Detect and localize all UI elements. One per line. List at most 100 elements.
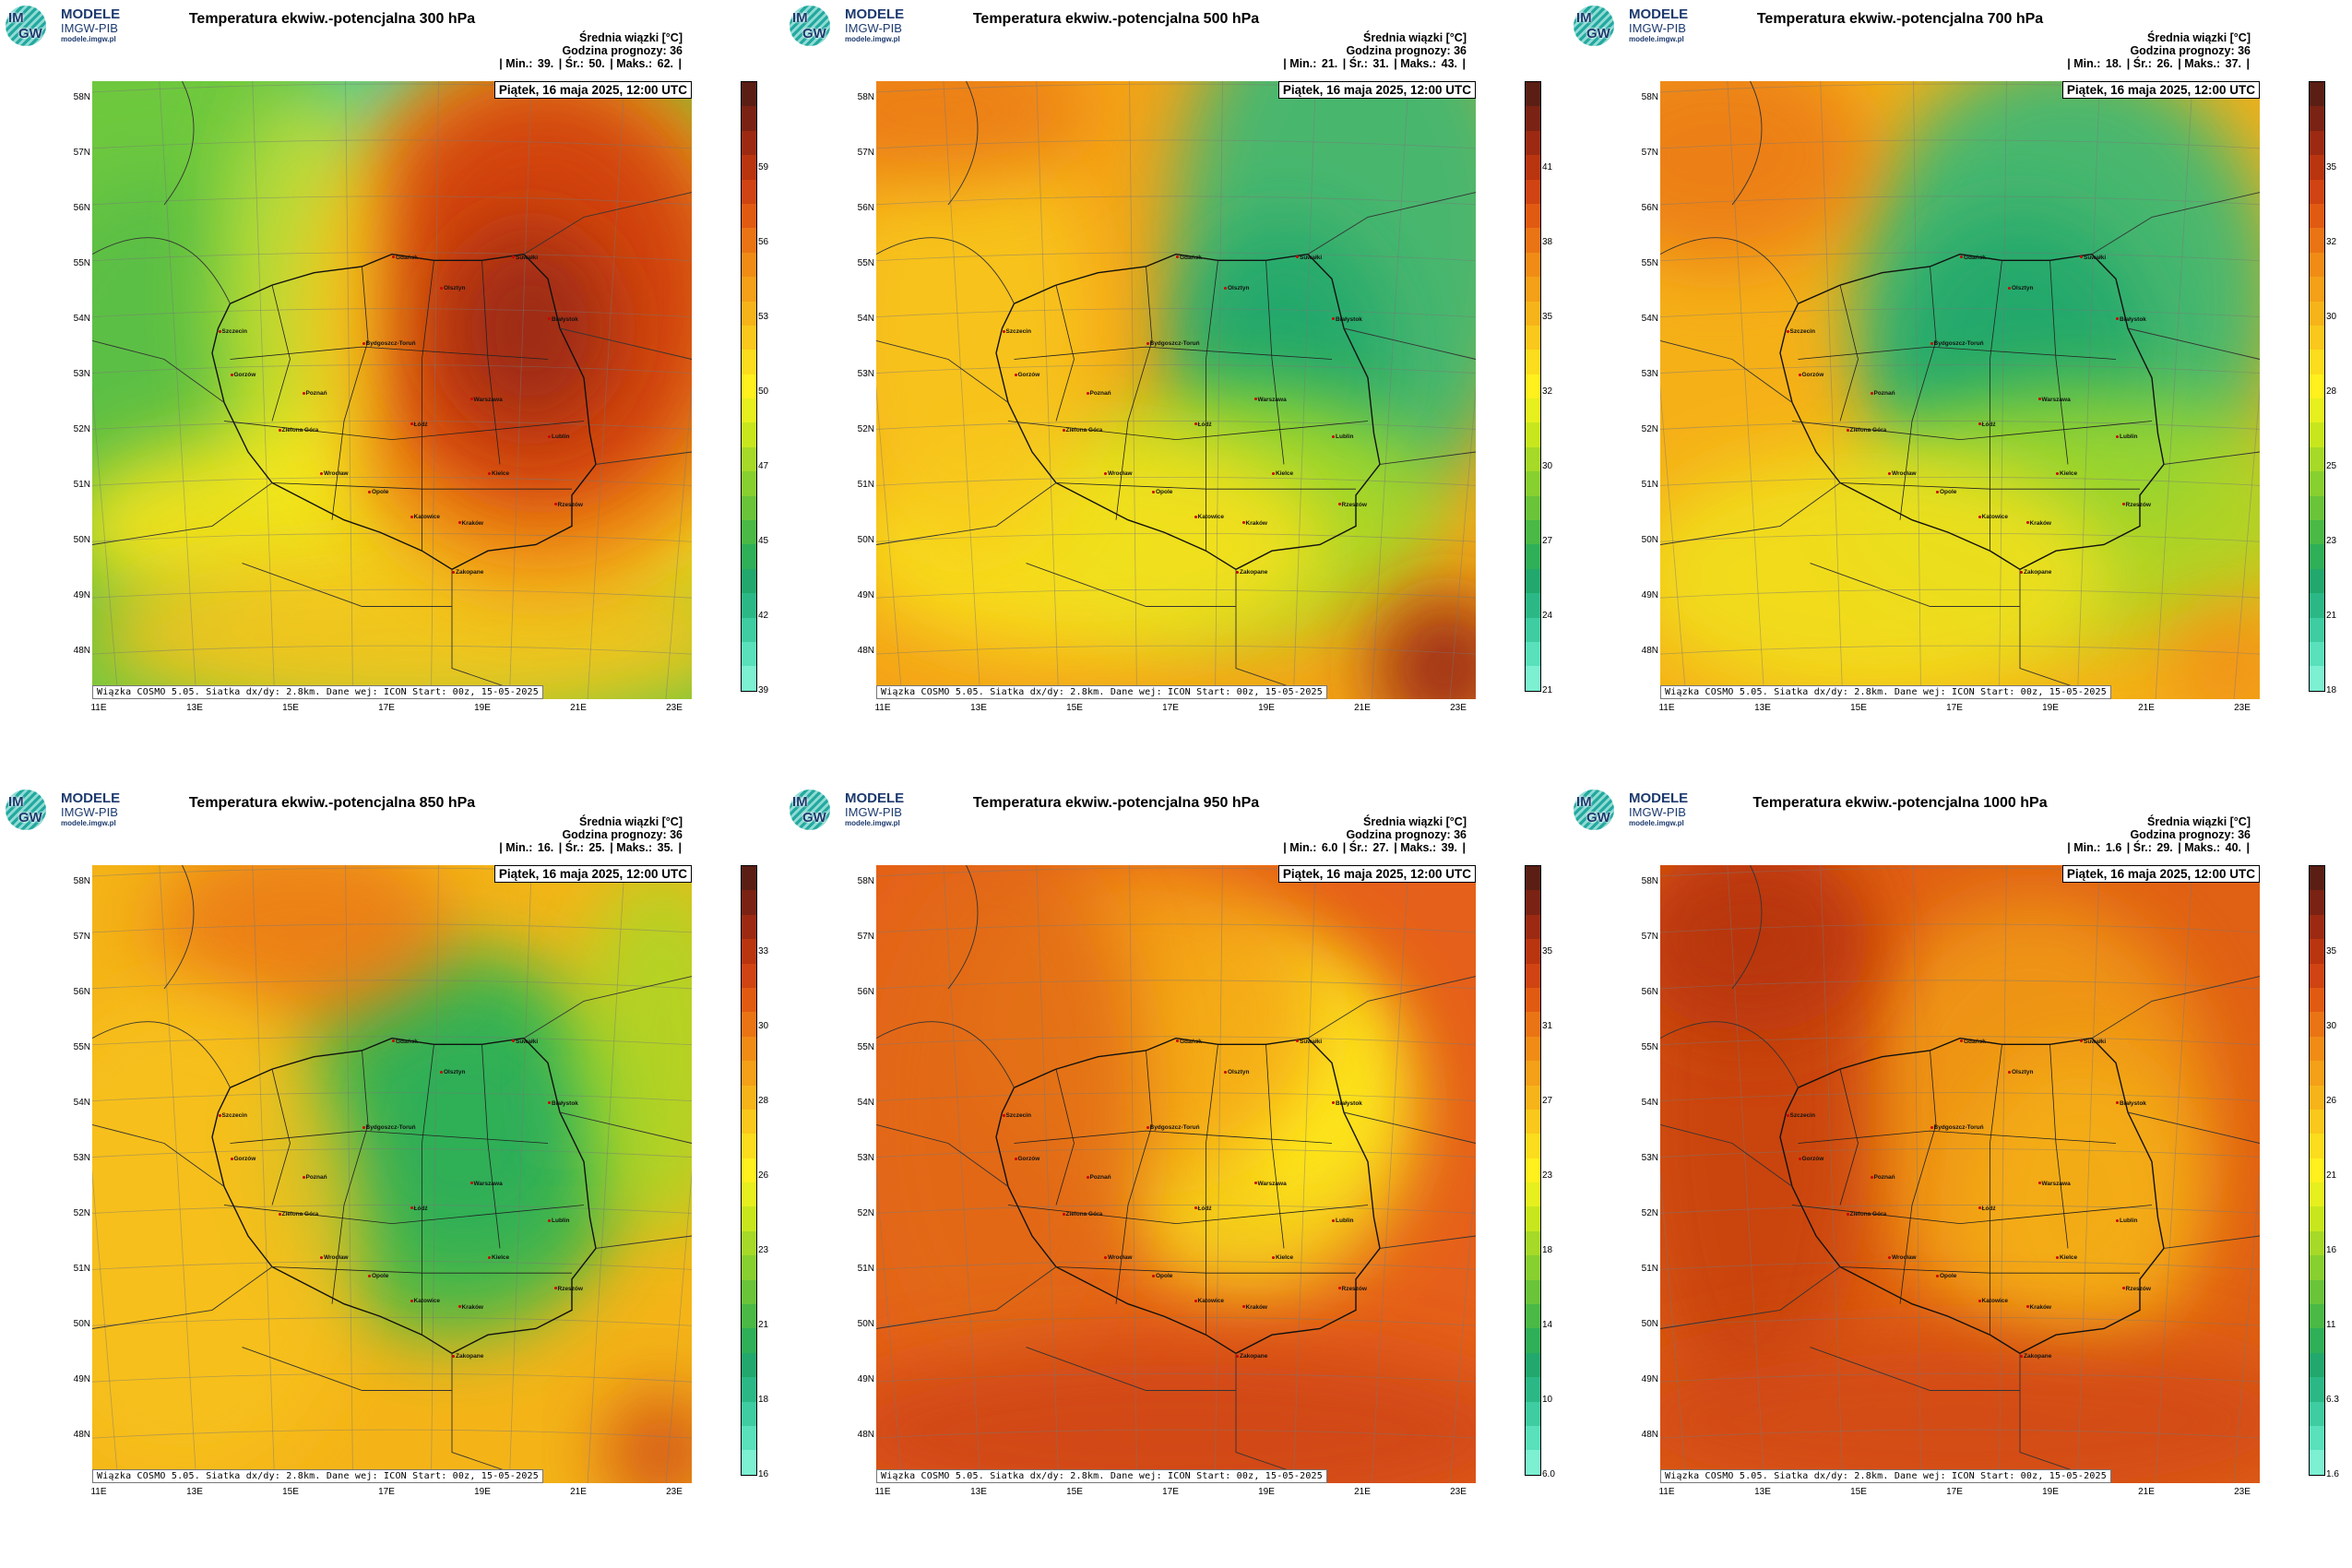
city-dot-icon bbox=[548, 434, 551, 438]
longitude-label: 11E bbox=[1658, 703, 1675, 713]
logo-text: MODELE IMGW-PIB modele.imgw.pl bbox=[1629, 7, 1688, 43]
forecast-hour: Godzina prognozy: 36 bbox=[562, 828, 683, 841]
colorbar-tick-label: 21 bbox=[2326, 611, 2337, 621]
logo-mark-bottom: GW bbox=[18, 26, 42, 42]
colorbar-segment bbox=[1526, 939, 1540, 964]
colorbar-segment bbox=[1526, 495, 1540, 521]
longitude-label: 15E bbox=[1850, 1487, 1867, 1497]
longitude-label: 23E bbox=[666, 703, 683, 713]
colorbar-segment bbox=[742, 252, 756, 278]
city-name: Poznań bbox=[1089, 1174, 1111, 1181]
colorbar-segment bbox=[1526, 914, 1540, 940]
min-label: | Min.: bbox=[499, 57, 533, 70]
longitude-label: 17E bbox=[1162, 1487, 1179, 1497]
colorbar-segment bbox=[742, 350, 756, 374]
colorbar-segment bbox=[742, 1061, 756, 1086]
forecast-date: Piątek, 16 maja 2025, 12:00 UTC bbox=[2061, 81, 2260, 99]
latitude-label: 53N bbox=[73, 1153, 90, 1163]
latitude-label: 54N bbox=[73, 314, 90, 324]
logo-line1: MODELE bbox=[61, 790, 121, 806]
longitude-label: 21E bbox=[570, 703, 587, 713]
logo-line2: IMGW-PIB bbox=[845, 21, 902, 35]
city-name: Zielona Góra bbox=[281, 427, 319, 434]
city-name: Warszawa bbox=[2041, 1180, 2071, 1187]
longitude-label: 19E bbox=[2042, 1487, 2059, 1497]
colorbar-tick-label: 11 bbox=[2326, 1320, 2336, 1330]
latitude-label: 51N bbox=[73, 480, 90, 490]
panel-title: Temperatura ekwiw.-potencjalna 700 hPa bbox=[1756, 11, 2044, 27]
latitude-label: 55N bbox=[857, 1042, 874, 1052]
longitude-label: 11E bbox=[874, 1487, 891, 1497]
colorbar-tick-label: 32 bbox=[1542, 386, 1553, 397]
colorbar-segment bbox=[742, 1230, 756, 1256]
city-dot-icon bbox=[1978, 515, 1981, 518]
city-dot-icon bbox=[1296, 255, 1299, 259]
city-name: Gdańsk bbox=[1964, 1038, 1986, 1045]
colorbar bbox=[741, 865, 757, 1476]
stats-box: Średnia wiązki [°C] Godzina prognozy: 36… bbox=[2066, 815, 2251, 854]
colorbar-segment bbox=[742, 495, 756, 521]
colorbar-tick-label: 56 bbox=[758, 237, 769, 247]
city-label: Zielona Góra bbox=[1846, 1211, 1886, 1218]
min-label: | Min.: bbox=[1283, 841, 1317, 854]
city-label: Zakopane bbox=[452, 1353, 483, 1360]
latitude-label: 53N bbox=[857, 369, 874, 379]
city-label: Kraków bbox=[457, 1304, 483, 1311]
city-dot-icon bbox=[392, 255, 395, 259]
model-info: Wiązka COSMO 5.05. Siatka dx/dy: 2.8km. … bbox=[876, 1469, 1327, 1483]
longitude-label: 17E bbox=[378, 703, 395, 713]
colorbar-segment bbox=[2310, 1279, 2324, 1305]
colorbar-segment bbox=[1526, 1304, 1540, 1329]
latitude-label: 55N bbox=[73, 258, 90, 268]
city-dot-icon bbox=[1253, 398, 1257, 401]
colorbar-segment bbox=[2310, 1230, 2324, 1256]
colorbar-segment bbox=[742, 1401, 756, 1426]
logo-line3: modele.imgw.pl bbox=[61, 35, 116, 43]
city-name: Rzeszów bbox=[2125, 1285, 2151, 1292]
city-label: Kielce bbox=[2056, 1254, 2077, 1261]
colorbar-segment bbox=[2310, 890, 2324, 915]
longitude-label: 23E bbox=[1450, 703, 1467, 713]
city-name: Poznań bbox=[1089, 390, 1111, 397]
colorbar-segment bbox=[2310, 593, 2324, 618]
city-label: Łódź bbox=[1978, 1206, 1996, 1212]
city-name: Białystok bbox=[552, 1099, 578, 1107]
latitude-label: 48N bbox=[857, 646, 874, 656]
city-label: Wrocław bbox=[1104, 1254, 1133, 1261]
mean-value: 50. bbox=[588, 57, 605, 70]
latitude-label: 56N bbox=[73, 203, 90, 213]
city-dot-icon bbox=[1062, 428, 1065, 432]
city-dot-icon bbox=[392, 1039, 395, 1043]
city-name: Białystok bbox=[1336, 315, 1362, 323]
city-dot-icon bbox=[1786, 1113, 1789, 1117]
city-dot-icon bbox=[1846, 428, 1849, 432]
city-dot-icon bbox=[1104, 1255, 1107, 1259]
logo-mark-bottom: GW bbox=[1586, 26, 1610, 42]
logo-line2: IMGW-PIB bbox=[61, 805, 118, 819]
city-name: Opole bbox=[1156, 1273, 1173, 1280]
city-label: Rzeszów bbox=[2121, 1285, 2151, 1292]
city-dot-icon bbox=[218, 329, 221, 333]
colorbar-segment bbox=[1526, 617, 1540, 642]
imgw-logo-mark bbox=[6, 6, 46, 46]
city-name: Kraków bbox=[2029, 519, 2051, 527]
colorbar-segment bbox=[1526, 1206, 1540, 1231]
logo-line2: IMGW-PIB bbox=[61, 21, 118, 35]
colorbar-segment bbox=[742, 1158, 756, 1183]
mean-label: Średnia wiązki [°C] bbox=[579, 31, 683, 44]
longitude-label: 23E bbox=[1450, 1487, 1467, 1497]
city-dot-icon bbox=[302, 1175, 305, 1179]
longitude-label: 19E bbox=[474, 1487, 491, 1497]
latitude-label: 52N bbox=[1641, 1208, 1658, 1218]
city-dot-icon bbox=[278, 428, 281, 432]
colorbar-segment bbox=[1526, 666, 1540, 691]
city-label: Białystok bbox=[2116, 1100, 2146, 1107]
city-name: Łódź bbox=[1197, 1205, 1212, 1212]
city-label: Kraków bbox=[2025, 519, 2051, 527]
city-label: Lublin bbox=[1332, 434, 1354, 440]
panel-title: Temperatura ekwiw.-potencjalna 950 hPa bbox=[972, 795, 1260, 811]
city-name: Katowice bbox=[413, 514, 441, 520]
city-label: Suwałki bbox=[512, 1039, 538, 1045]
city-label: Gdańsk bbox=[392, 1039, 418, 1045]
latitude-label: 56N bbox=[857, 203, 874, 213]
